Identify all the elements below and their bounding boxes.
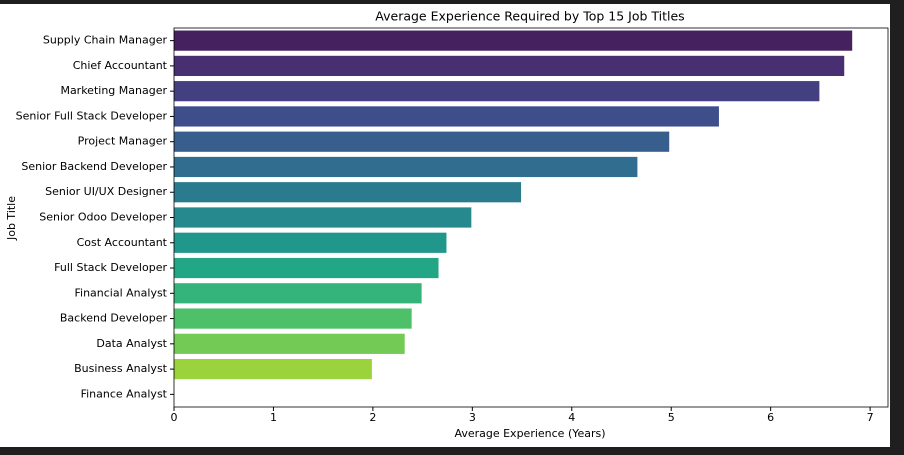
bar [174, 30, 853, 51]
y-tick-label: Chief Accountant [73, 59, 168, 72]
bar [174, 283, 422, 304]
y-tick-label: Cost Accountant [77, 236, 168, 249]
bar [174, 106, 719, 127]
bar [174, 308, 412, 329]
chart-title: Average Experience Required by Top 15 Jo… [375, 9, 684, 24]
bar [174, 207, 472, 228]
x-axis-label: Average Experience (Years) [454, 427, 605, 440]
bar [174, 333, 405, 354]
y-tick-label: Senior Backend Developer [21, 160, 167, 173]
bar [174, 182, 522, 203]
y-tick-label: Project Manager [78, 135, 168, 148]
y-tick-label: Backend Developer [60, 312, 168, 325]
x-tick-label: 7 [867, 411, 874, 424]
y-tick-label: Business Analyst [74, 362, 168, 375]
bar [174, 257, 439, 279]
x-tick-label: 0 [171, 411, 178, 424]
y-tick-label: Senior Full Stack Developer [16, 109, 168, 122]
x-tick-label: 5 [668, 411, 675, 424]
x-tick-label: 4 [568, 411, 575, 424]
plot-frame [173, 27, 889, 408]
x-tick-label: 1 [270, 411, 277, 424]
y-tick-label: Full Stack Developer [54, 261, 167, 274]
x-tick-label: 3 [469, 411, 476, 424]
y-tick-label: Financial Analyst [74, 286, 167, 299]
bar [174, 55, 845, 77]
y-tick-label: Data Analyst [96, 337, 167, 350]
x-tick-label: 6 [767, 411, 774, 424]
bar [174, 232, 447, 253]
bar [174, 81, 820, 102]
bar [174, 358, 372, 380]
y-tick-label: Marketing Manager [60, 84, 167, 97]
x-tick-label: 2 [369, 411, 376, 424]
bar [174, 156, 638, 178]
y-tick-label: Senior UI/UX Designer [45, 185, 167, 198]
y-tick-label: Supply Chain Manager [43, 34, 168, 47]
bar [174, 131, 670, 152]
y-axis-label: Job Title [5, 196, 18, 241]
y-tick-label: Finance Analyst [81, 387, 168, 400]
y-tick-label: Senior Odoo Developer [39, 211, 167, 224]
